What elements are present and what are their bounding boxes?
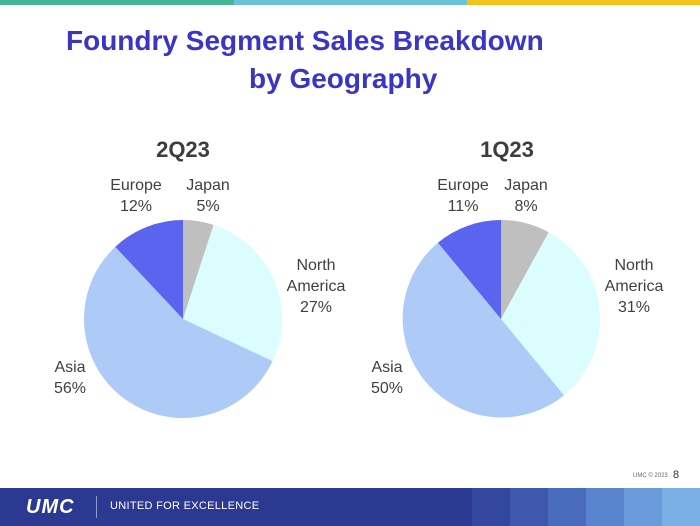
pie-slice-europe bbox=[115, 220, 183, 319]
copyright-text: UMC © 2023 bbox=[633, 473, 668, 479]
pie-chart-1Q23: 1Q23 Japan 8% North America 31% Asia 50% Europe 1… bbox=[371, 137, 664, 418]
pie-label-europe: Europe 11% bbox=[437, 177, 489, 215]
pie-label-japan: Japan 8% bbox=[504, 177, 548, 215]
footer-color-block bbox=[624, 488, 662, 526]
footer-color-block bbox=[662, 488, 700, 526]
pie-charts: 2Q23 Japan 5% North America 27% Asia 56% Europe 1… bbox=[54, 137, 664, 418]
footer-color-block bbox=[510, 488, 548, 526]
page-number: 8 bbox=[673, 469, 680, 481]
pie-label-north-america: North America 31% bbox=[605, 257, 664, 316]
pie-slice-japan bbox=[183, 220, 214, 319]
top-accent-green bbox=[0, 0, 234, 5]
slide-title-line2: by Geography bbox=[249, 63, 438, 94]
pie-chart-2Q23: 2Q23 Japan 5% North America 27% Asia 56% Europe 1… bbox=[54, 137, 345, 418]
pie-slice-asia bbox=[402, 242, 565, 418]
footer-color-block bbox=[548, 488, 586, 526]
top-accent-bar bbox=[0, 0, 700, 5]
footer-color-block bbox=[472, 488, 510, 526]
pie-label-north-america: North America 27% bbox=[287, 257, 346, 316]
pie-label-europe: Europe 12% bbox=[110, 177, 162, 215]
footer-tagline: UNITED FOR EXCELLENCE bbox=[110, 500, 260, 512]
pie-title: 1Q23 bbox=[480, 137, 534, 162]
footer-color-blocks bbox=[472, 488, 700, 526]
pie-slice-europe bbox=[437, 220, 501, 319]
pie-label-japan: Japan 5% bbox=[186, 177, 230, 215]
footer-divider bbox=[96, 496, 97, 518]
pie-title: 2Q23 bbox=[156, 137, 210, 162]
pie-label-asia: Asia 56% bbox=[54, 359, 86, 397]
footer-bar: UMC UNITED FOR EXCELLENCE bbox=[0, 488, 700, 526]
pie-slice-asia bbox=[84, 246, 273, 418]
umc-logo: UMC bbox=[26, 496, 75, 518]
pie-slice-japan bbox=[501, 220, 549, 319]
slide-title-line1: Foundry Segment Sales Breakdown bbox=[66, 25, 544, 56]
pie-slice-north-america bbox=[183, 224, 282, 362]
footer-color-block bbox=[586, 488, 624, 526]
pie-label-asia: Asia 50% bbox=[371, 359, 403, 397]
top-accent-blue bbox=[234, 0, 467, 5]
top-accent-yellow bbox=[467, 0, 700, 5]
pie-slice-north-america bbox=[501, 232, 600, 396]
